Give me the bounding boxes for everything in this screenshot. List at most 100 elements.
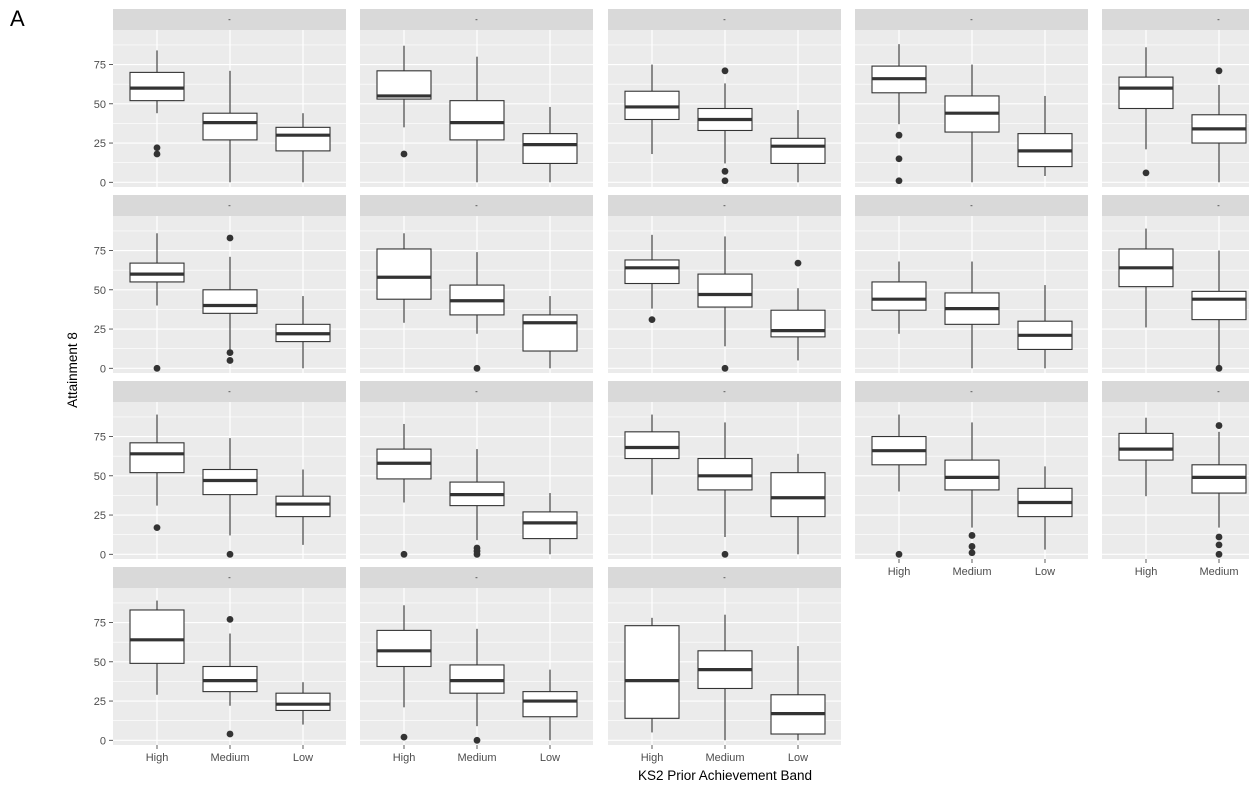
- panel-boxes: [624, 64, 826, 185]
- facet-strip: [855, 195, 1088, 216]
- box-iqr: [275, 495, 331, 518]
- y-tick-label: 0: [100, 177, 106, 189]
- facet-panel: -: [855, 381, 1088, 559]
- x-tick-label: Low: [540, 752, 560, 764]
- figure-panel-label: A: [10, 6, 25, 31]
- outlier-point: [721, 167, 729, 175]
- box-iqr: [129, 442, 185, 474]
- boxplot-high: [129, 233, 185, 372]
- y-axis-title: Attainment 8: [65, 332, 80, 408]
- boxplot-low: [770, 110, 826, 183]
- y-tick-label: 75: [94, 246, 106, 258]
- boxplot-high: [871, 261, 927, 334]
- outlier-point: [153, 150, 161, 158]
- facet-strip: [113, 195, 346, 216]
- x-axis-title: KS2 Prior Achievement Band: [638, 768, 812, 783]
- facet-strip: [608, 9, 841, 30]
- x-tick-label: Medium: [457, 752, 496, 764]
- boxplot-low: [275, 682, 331, 725]
- x-tick-label: Low: [1035, 566, 1055, 578]
- boxplot-medium: [1191, 67, 1247, 183]
- boxplot-high: [376, 605, 432, 741]
- boxplot-low: [522, 296, 578, 369]
- x-tick-label: Medium: [705, 752, 744, 764]
- facet-strip: [360, 195, 593, 216]
- panel-boxes: [129, 414, 331, 558]
- outlier-point: [721, 177, 729, 185]
- panel-boxes: [376, 233, 578, 372]
- boxplot-medium: [202, 616, 258, 738]
- box-iqr: [1118, 76, 1174, 110]
- panel-boxes: [1118, 47, 1247, 183]
- facet-panel: -: [360, 195, 593, 373]
- facet-strip-label: -: [970, 201, 973, 210]
- boxplot-high: [624, 234, 680, 324]
- facet-panel: -: [1102, 195, 1249, 373]
- boxplot-medium: [944, 64, 1000, 183]
- box-iqr: [624, 431, 680, 460]
- y-tick-label: 50: [94, 285, 106, 297]
- box-iqr: [770, 137, 826, 165]
- outlier-point: [895, 131, 903, 139]
- facet-strip-label: -: [228, 201, 231, 210]
- facet-panel: -: [855, 9, 1088, 187]
- box-iqr: [376, 629, 432, 668]
- x-tick-label: Low: [788, 752, 808, 764]
- panel-boxes: [871, 44, 1073, 185]
- boxplot-low: [1017, 466, 1073, 550]
- outlier-point: [1215, 67, 1223, 75]
- boxplot-high: [624, 414, 680, 495]
- boxplot-high: [129, 414, 185, 531]
- outlier-point: [473, 736, 481, 744]
- facet-panel: -: [360, 567, 593, 745]
- outlier-point: [794, 259, 802, 267]
- y-tick-label: 0: [100, 735, 106, 747]
- box-iqr: [697, 273, 753, 308]
- y-tick-label: 25: [94, 696, 106, 708]
- outlier-point: [226, 550, 234, 558]
- y-tick-label: 0: [100, 363, 106, 375]
- panel-boxes: [624, 414, 826, 558]
- outlier-point: [226, 616, 234, 623]
- facet-strip-label: -: [723, 573, 726, 582]
- facet-strip: [360, 9, 593, 30]
- outlier-point: [1215, 541, 1223, 549]
- facet-strip: [113, 381, 346, 402]
- facet-strip-label: -: [970, 387, 973, 396]
- outlier-point: [226, 730, 234, 738]
- boxplot-high: [871, 414, 927, 558]
- outlier-point: [400, 150, 408, 158]
- panel-boxes: [624, 614, 826, 741]
- y-axis-ticks: 0 25 50 75 0 25 50 75 0 25 50 75 0 25 50 75: [94, 60, 113, 747]
- outlier-point: [153, 364, 161, 372]
- boxplot-low: [1017, 95, 1073, 177]
- x-tick-label: Medium: [952, 566, 991, 578]
- boxplot-low: [275, 113, 331, 183]
- outlier-point: [1215, 533, 1223, 541]
- box-iqr: [1191, 290, 1247, 321]
- outlier-point: [226, 349, 234, 356]
- box-iqr: [624, 259, 680, 285]
- facet-strip-label: -: [228, 387, 231, 396]
- facet-strip-label: -: [1217, 15, 1220, 24]
- box-iqr: [770, 472, 826, 518]
- outlier-point: [226, 234, 234, 242]
- box-iqr: [129, 609, 185, 664]
- boxplot-medium: [697, 422, 753, 558]
- outlier-point: [1215, 422, 1223, 429]
- y-tick-label: 50: [94, 657, 106, 669]
- panel-boxes: [376, 45, 578, 183]
- facet-strip-label: -: [475, 201, 478, 210]
- x-tick-label: Low: [293, 752, 313, 764]
- box-iqr: [522, 691, 578, 718]
- box-iqr: [944, 459, 1000, 491]
- boxplot-medium: [944, 422, 1000, 557]
- facet-panel: -: [113, 195, 346, 373]
- facet-panel: -: [608, 9, 841, 187]
- boxplot-medium: [202, 70, 258, 183]
- boxplot-medium: [449, 449, 505, 558]
- facet-panel: -: [113, 567, 346, 745]
- outlier-point: [895, 155, 903, 163]
- panel-boxes: [129, 233, 331, 372]
